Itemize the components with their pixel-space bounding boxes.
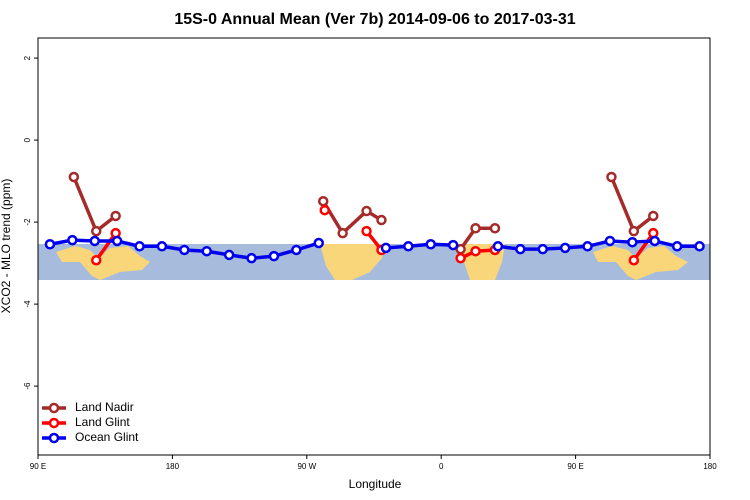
x-tick-label: 90 W — [297, 462, 316, 471]
point — [489, 223, 501, 234]
point — [337, 227, 348, 239]
point — [604, 235, 616, 247]
x-tick-label: 180 — [703, 462, 717, 471]
point — [361, 205, 372, 217]
legend-marker — [48, 432, 60, 444]
chart-title: 15S-0 Annual Mean (Ver 7b) 2014-09-06 to… — [174, 11, 575, 28]
point — [455, 252, 466, 264]
plot-frame — [37, 37, 711, 456]
y-tick-label: -2 — [23, 218, 32, 226]
point — [201, 245, 212, 257]
point — [470, 245, 481, 257]
y-tick-label: 0 — [23, 137, 32, 142]
point — [361, 225, 372, 237]
point — [317, 195, 329, 207]
point — [68, 171, 80, 183]
y-tick-label: 2 — [23, 55, 32, 60]
series-line — [94, 230, 655, 262]
point — [648, 210, 659, 222]
x-tick-label: 90 E — [567, 462, 583, 471]
point — [470, 223, 481, 234]
point — [425, 238, 436, 250]
point — [89, 235, 100, 247]
legend-marker — [48, 402, 60, 414]
legend-label: Land Nadir — [75, 400, 134, 414]
point — [403, 241, 414, 252]
map-background — [38, 244, 710, 280]
point — [606, 171, 617, 183]
point — [537, 243, 548, 255]
point — [268, 250, 280, 262]
y-tick-label: -4 — [23, 300, 32, 308]
point — [559, 242, 571, 254]
x-axis-label: Longitude — [349, 477, 402, 491]
y-axis-label: XCO2 - MLO trend (ppm) — [0, 179, 13, 314]
point — [628, 225, 640, 237]
point — [515, 243, 526, 255]
point — [380, 242, 392, 254]
x-tick-label: 0 — [439, 462, 444, 471]
legend-label: Ocean Glint — [75, 430, 139, 444]
point — [376, 214, 387, 226]
point — [156, 241, 168, 252]
point — [671, 241, 683, 252]
y-tick-label: -6 — [23, 382, 32, 390]
point — [67, 234, 78, 246]
point — [44, 238, 56, 250]
point — [90, 225, 102, 237]
x-tick-label: 180 — [166, 462, 180, 471]
point — [492, 241, 504, 252]
point — [110, 210, 121, 222]
point — [628, 254, 640, 266]
legend-marker — [48, 417, 60, 429]
point — [223, 249, 235, 261]
point — [246, 252, 257, 264]
x-tick-label: 90 E — [30, 462, 46, 471]
point — [90, 254, 102, 266]
point — [111, 235, 123, 247]
point — [313, 237, 324, 249]
point — [694, 241, 705, 252]
point — [582, 241, 593, 252]
point — [627, 236, 638, 248]
point — [179, 244, 190, 256]
point — [319, 204, 330, 216]
legend-label: Land Glint — [75, 415, 130, 429]
point — [649, 235, 660, 247]
point — [291, 244, 302, 256]
point — [134, 241, 145, 252]
point — [447, 239, 459, 251]
